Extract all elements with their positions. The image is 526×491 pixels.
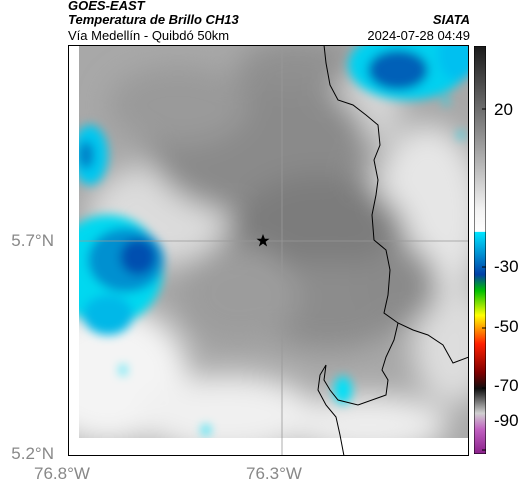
lat-tick-label: 5.2°N <box>11 444 54 463</box>
department-border <box>323 45 469 364</box>
lat-tick-label: 5.7°N <box>11 231 54 250</box>
map-panel[interactable] <box>68 45 469 456</box>
lon-tick-label: 76.3°W <box>246 464 302 483</box>
satellite-name: GOES-EAST <box>68 0 145 13</box>
lon-tick-label: 76.8°W <box>34 464 90 483</box>
colorbar-tick-label: 20 <box>494 100 513 119</box>
colorbar <box>474 46 486 454</box>
colorbar-tick-label: -30 <box>494 257 519 276</box>
source-label: SIATA <box>432 12 470 27</box>
product-title: Temperatura de Brillo CH13 <box>68 12 239 27</box>
timestamp-label: 2024-07-28 04:49 <box>367 28 470 43</box>
colorbar-tick-label: -90 <box>494 411 519 430</box>
satellite-image <box>68 45 469 456</box>
map-border <box>68 45 469 456</box>
colorbar-tick-label: -50 <box>494 317 519 336</box>
department-border <box>317 322 399 456</box>
star-icon <box>256 234 270 247</box>
region-label: Vía Medellín - Quibdó 50km <box>68 28 230 43</box>
colorbar-tick-label: -70 <box>494 376 519 395</box>
